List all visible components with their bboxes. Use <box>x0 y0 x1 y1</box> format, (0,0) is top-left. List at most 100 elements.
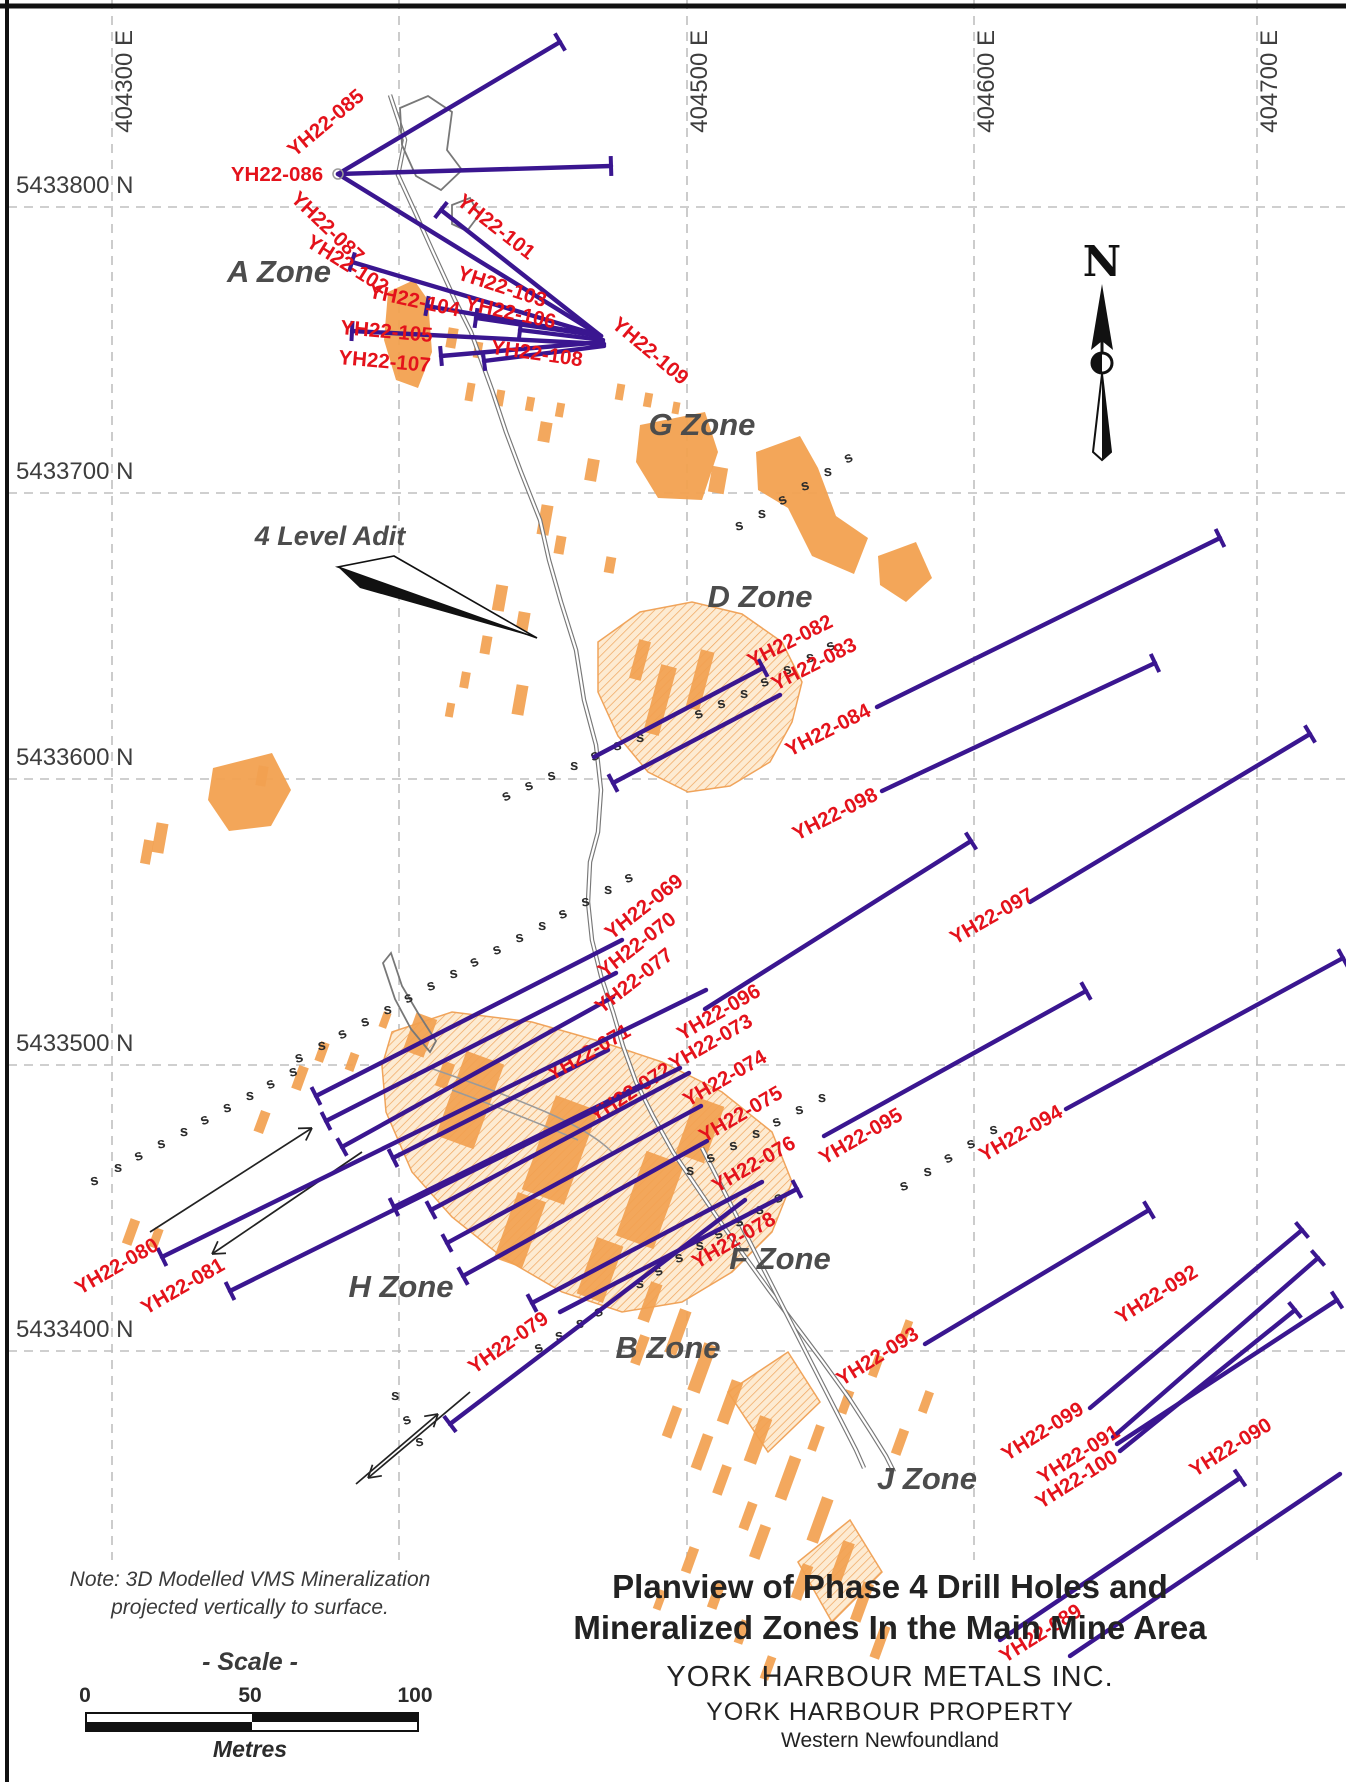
drill-hole-end-tick <box>790 1179 804 1199</box>
drill-hole-trace <box>335 171 604 339</box>
mineralization-sliver <box>491 584 509 612</box>
mineralization-sliver <box>690 1433 714 1471</box>
s-symbol: s <box>988 1121 998 1139</box>
company-name: YORK HARBOUR METALS INC. <box>666 1660 1114 1693</box>
drill-hole-end-tick <box>1309 1249 1327 1267</box>
northing-label: 5433500 N <box>16 1030 133 1057</box>
northing-label: 5433800 N <box>16 172 133 199</box>
drill-hole-trace <box>438 207 604 339</box>
north-label: N <box>1083 237 1121 286</box>
mineralization-sliver <box>140 839 154 865</box>
drill-hole-trace <box>874 535 1223 710</box>
mineralization-sliver <box>643 664 677 736</box>
title-block: Planview of Phase 4 Drill Holes and Mine… <box>450 1566 1330 1753</box>
drill-hole-trace <box>997 1475 1243 1643</box>
scale-tick-0: 0 <box>79 1684 91 1707</box>
mineralization-sliver <box>806 1496 834 1544</box>
s-symbol: s <box>818 1089 827 1106</box>
map-note: Note: 3D Modelled VMS Mineralization pro… <box>30 1566 470 1623</box>
scale-bar-segment <box>252 1714 417 1722</box>
mineralization-sliver <box>459 671 471 689</box>
drill-hole-trace <box>335 163 614 177</box>
fault-arrow-shaft <box>367 1391 471 1479</box>
mineralization-sliver <box>630 1334 650 1366</box>
mineralization-sliver <box>151 822 169 854</box>
scale-bar <box>85 1712 419 1732</box>
north-arrow: N <box>1083 237 1121 462</box>
mineralization-sliver <box>687 1342 717 1394</box>
mineralization-sliver <box>661 1405 683 1439</box>
s-symbol: s <box>794 1100 805 1118</box>
s-symbol: s <box>448 965 458 983</box>
drill-hole-end-tick <box>525 1293 539 1313</box>
fault-arrow-shaft <box>355 1413 439 1485</box>
drill-hole-end-tick <box>1336 948 1346 968</box>
mineralization-sliver <box>584 458 600 482</box>
easting-label: 404600 E <box>973 30 1000 133</box>
s-symbol: s <box>733 516 744 534</box>
drill-hole-end-tick <box>1213 528 1227 548</box>
s-symbol: s <box>757 505 766 522</box>
drill-hole-trace <box>390 1047 611 1161</box>
mineralization-shape <box>208 753 291 831</box>
easting-label: 404500 E <box>686 30 713 133</box>
drill-hole-end-tick <box>606 773 620 793</box>
mineralization-sliver <box>774 1455 802 1501</box>
drill-hole-trace <box>1117 1307 1298 1454</box>
drill-hole-end-tick <box>1287 1300 1303 1320</box>
northing-label: 5433600 N <box>16 744 133 771</box>
drill-hole-end-tick <box>1148 653 1162 673</box>
drill-hole-trace <box>1114 1297 1340 1447</box>
s-symbol: s <box>604 881 613 898</box>
mineralization-sliver <box>314 1041 330 1063</box>
drill-hole-trace <box>879 660 1158 794</box>
drill-hole-trace <box>339 994 616 1150</box>
drill-hole-end-tick <box>456 1266 470 1286</box>
drill-hole-end-tick <box>223 1281 237 1301</box>
zone-label-j-zone: J Zone <box>877 1461 977 1496</box>
mineralization-sliver <box>464 382 476 402</box>
s-symbol: s <box>287 1062 299 1080</box>
mineralization-sliver <box>869 1624 891 1660</box>
drill-hole-YH22-086: YH22-086 <box>231 155 614 186</box>
mineralization-sliver <box>807 1424 825 1452</box>
mineralization-sliver <box>603 556 617 574</box>
s-symbol: s <box>580 893 591 911</box>
scale-heading: - Scale - <box>202 1648 298 1676</box>
drill-hole-trace <box>481 343 607 364</box>
s-symbol: s <box>391 1387 400 1404</box>
mineralization-shape <box>756 436 868 574</box>
drill-hole-end-tick <box>1142 1200 1156 1220</box>
drill-hole-trace <box>335 39 563 177</box>
mineralization-sliver <box>680 1546 700 1574</box>
s-symbol: s <box>514 929 524 947</box>
drill-hole-end-tick <box>472 307 480 329</box>
mineralization-sliver <box>850 1581 874 1623</box>
drill-hole-trace <box>227 1065 683 1294</box>
region-name: Western Newfoundland <box>781 1728 999 1752</box>
drill-hole-trace <box>517 327 606 343</box>
mineralization-sliver <box>706 1582 726 1610</box>
drill-hole-trace <box>424 303 604 339</box>
mineralization-sliver <box>707 465 729 495</box>
mineralization-sliver <box>148 1227 164 1249</box>
adit-wedge <box>338 567 537 638</box>
drill-hole-trace <box>610 692 783 786</box>
contour-curve <box>451 1089 579 1141</box>
mineralization-sliver <box>434 1060 456 1090</box>
drill-hole-end-tick <box>608 155 614 177</box>
scale-bar-segment <box>87 1714 252 1722</box>
drill-hole-trace <box>349 259 604 339</box>
drill-hole-end-tick <box>386 1148 400 1168</box>
s-symbol: s <box>673 1248 685 1266</box>
zone-label-f-zone: F Zone <box>729 1241 831 1276</box>
mineralization-sliver <box>493 1192 547 1268</box>
mineralization-shape <box>636 412 718 500</box>
mineralization-sliver <box>378 1011 392 1029</box>
s-symbol: s <box>806 649 815 666</box>
drill-hole-trace <box>447 1197 748 1427</box>
mineralization-sliver <box>712 1464 732 1496</box>
zone-label-a-zone: A Zone <box>226 254 331 289</box>
